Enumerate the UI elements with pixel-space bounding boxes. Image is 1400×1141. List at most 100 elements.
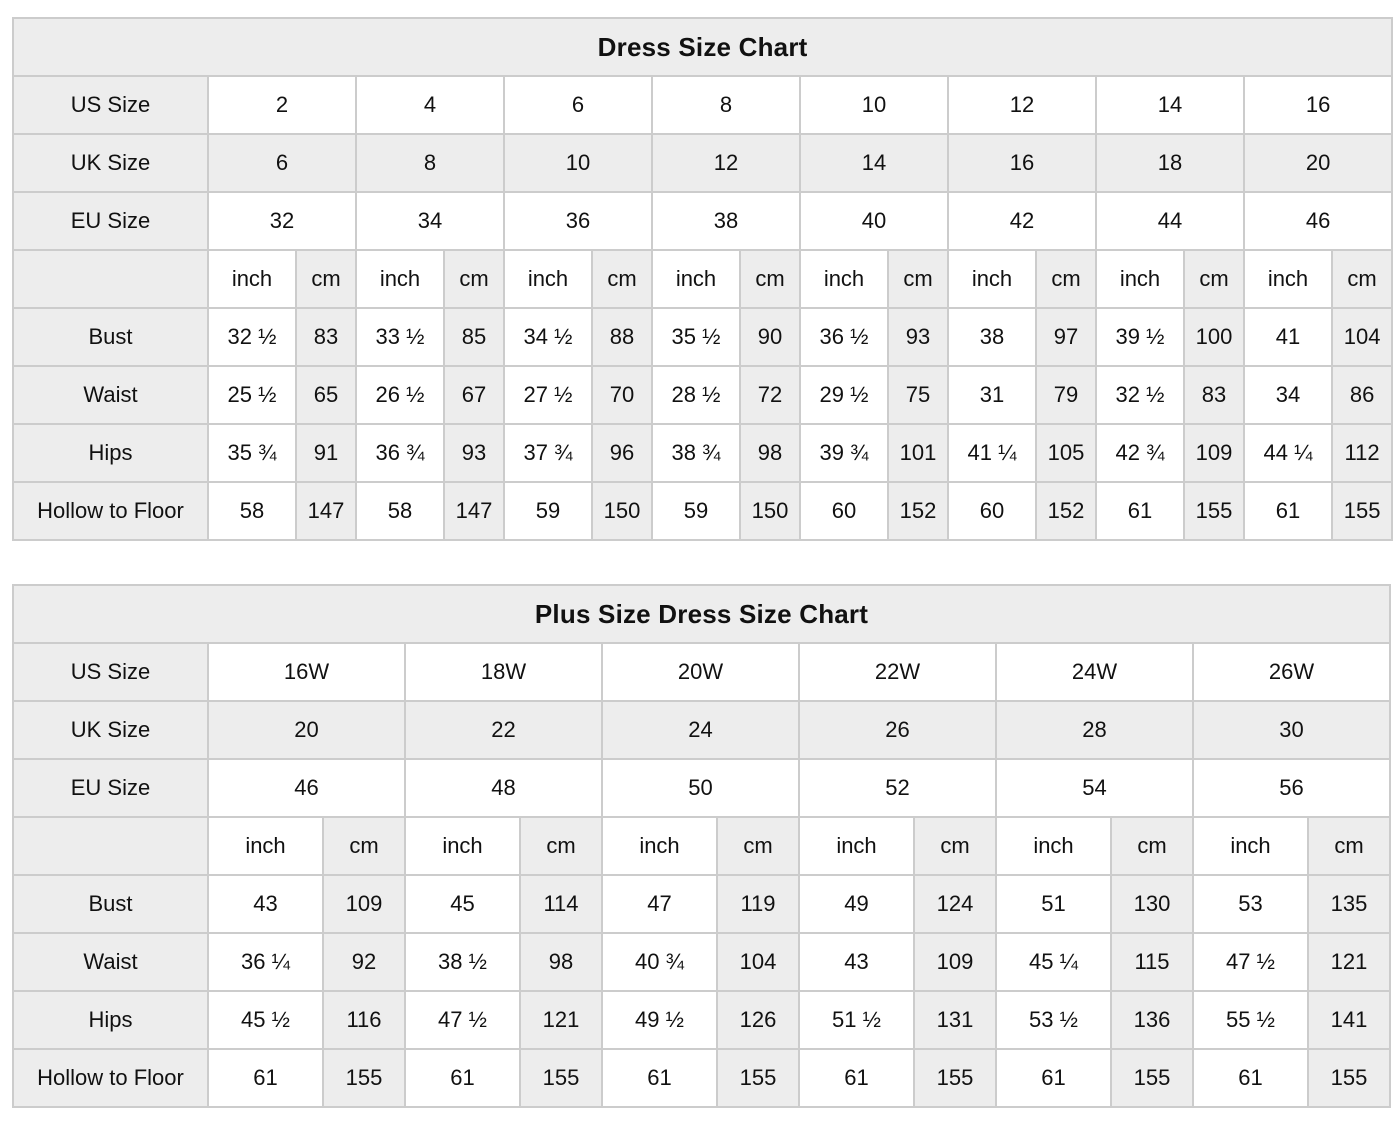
measure-inch-cell: 60 xyxy=(799,481,889,541)
uk-size-cell: 22 xyxy=(404,700,603,760)
row-label: US Size xyxy=(12,75,209,135)
row-label: Waist xyxy=(12,365,209,425)
unit-cm-header: cm xyxy=(295,249,357,309)
unit-inch-header: inch xyxy=(995,816,1112,876)
eu-size-cell: 32 xyxy=(207,191,357,251)
measure-inch-cell: 60 xyxy=(947,481,1037,541)
measure-inch-cell: 29 ½ xyxy=(799,365,889,425)
unit-inch-header: inch xyxy=(404,816,521,876)
measure-inch-cell: 43 xyxy=(798,932,915,992)
uk-size-cell: 20 xyxy=(1242,133,1394,193)
measure-inch-cell: 34 xyxy=(1243,365,1333,425)
row-label: Bust xyxy=(12,307,209,367)
uk-size-cell: 20 xyxy=(207,700,406,760)
unit-inch-header: inch xyxy=(207,249,297,309)
size-charts-page: Dress Size Chart US Size 2 4 6 8 10 12 14 16 UK Si… xyxy=(11,17,1394,1108)
measure-cm-cell: 155 xyxy=(716,1048,800,1108)
uk-size-cell: 30 xyxy=(1191,700,1392,760)
measure-cm-cell: 86 xyxy=(1330,365,1394,425)
measure-cm-cell: 93 xyxy=(887,307,949,367)
eu-size-cell: 46 xyxy=(207,758,406,818)
measure-inch-cell: 37 ¾ xyxy=(503,423,593,483)
eu-size-cell: 52 xyxy=(798,758,997,818)
row-label: UK Size xyxy=(12,133,209,193)
unit-inch-header: inch xyxy=(207,816,324,876)
measure-inch-cell: 55 ½ xyxy=(1192,990,1309,1050)
measure-inch-cell: 59 xyxy=(503,481,593,541)
dress-size-chart-table: Dress Size Chart US Size 2 4 6 8 10 12 14 16 UK Si… xyxy=(11,17,1394,541)
uk-size-cell: 18 xyxy=(1095,133,1245,193)
measure-cm-cell: 155 xyxy=(1183,481,1245,541)
us-size-cell: 10 xyxy=(799,75,949,135)
unit-cm-header: cm xyxy=(1306,816,1392,876)
row-label: Waist xyxy=(12,932,209,992)
measure-inch-cell: 31 xyxy=(947,365,1037,425)
eu-size-cell: 56 xyxy=(1191,758,1392,818)
measure-inch-cell: 33 ½ xyxy=(355,307,445,367)
uk-size-cell: 12 xyxy=(651,133,801,193)
uk-size-cell: 6 xyxy=(207,133,357,193)
us-size-cell: 26W xyxy=(1191,642,1392,702)
measure-cm-cell: 150 xyxy=(591,481,653,541)
measure-inch-cell: 25 ½ xyxy=(207,365,297,425)
uk-size-cell: 28 xyxy=(995,700,1194,760)
measure-cm-cell: 98 xyxy=(739,423,801,483)
unit-cm-header: cm xyxy=(1330,249,1394,309)
measure-inch-cell: 38 ¾ xyxy=(651,423,741,483)
measure-inch-cell: 45 xyxy=(404,874,521,934)
unit-inch-header: inch xyxy=(1192,816,1309,876)
measure-cm-cell: 97 xyxy=(1035,307,1097,367)
measure-cm-cell: 147 xyxy=(295,481,357,541)
measure-cm-cell: 155 xyxy=(1306,1048,1392,1108)
measure-cm-cell: 121 xyxy=(1306,932,1392,992)
measure-inch-cell: 61 xyxy=(798,1048,915,1108)
measure-cm-cell: 98 xyxy=(519,932,603,992)
measure-cm-cell: 112 xyxy=(1330,423,1394,483)
us-size-cell: 12 xyxy=(947,75,1097,135)
unit-inch-header: inch xyxy=(651,249,741,309)
row-label: EU Size xyxy=(12,758,209,818)
measure-cm-cell: 70 xyxy=(591,365,653,425)
measure-inch-cell: 49 xyxy=(798,874,915,934)
measure-cm-cell: 104 xyxy=(716,932,800,992)
us-size-cell: 8 xyxy=(651,75,801,135)
row-label: Bust xyxy=(12,874,209,934)
row-label: UK Size xyxy=(12,700,209,760)
unit-cm-header: cm xyxy=(519,816,603,876)
measure-cm-cell: 65 xyxy=(295,365,357,425)
measure-cm-cell: 93 xyxy=(443,423,505,483)
measure-inch-cell: 28 ½ xyxy=(651,365,741,425)
measure-inch-cell: 47 ½ xyxy=(1192,932,1309,992)
eu-size-cell: 54 xyxy=(995,758,1194,818)
measure-inch-cell: 26 ½ xyxy=(355,365,445,425)
measure-inch-cell: 53 ½ xyxy=(995,990,1112,1050)
unit-cm-header: cm xyxy=(1035,249,1097,309)
unit-cm-header: cm xyxy=(913,816,997,876)
uk-size-cell: 24 xyxy=(601,700,800,760)
measure-inch-cell: 58 xyxy=(207,481,297,541)
unit-inch-header: inch xyxy=(601,816,718,876)
us-size-cell: 16W xyxy=(207,642,406,702)
measure-cm-cell: 105 xyxy=(1035,423,1097,483)
unit-cm-header: cm xyxy=(716,816,800,876)
measure-inch-cell: 35 ¾ xyxy=(207,423,297,483)
measure-inch-cell: 61 xyxy=(404,1048,521,1108)
unit-cm-header: cm xyxy=(322,816,406,876)
row-label: US Size xyxy=(12,642,209,702)
unit-inch-header: inch xyxy=(947,249,1037,309)
us-size-cell: 4 xyxy=(355,75,505,135)
measure-cm-cell: 131 xyxy=(913,990,997,1050)
measure-cm-cell: 152 xyxy=(887,481,949,541)
measure-inch-cell: 36 ¼ xyxy=(207,932,324,992)
eu-size-cell: 46 xyxy=(1242,191,1394,251)
measure-cm-cell: 116 xyxy=(322,990,406,1050)
measure-cm-cell: 83 xyxy=(295,307,357,367)
measure-cm-cell: 100 xyxy=(1183,307,1245,367)
measure-cm-cell: 91 xyxy=(295,423,357,483)
measure-cm-cell: 119 xyxy=(716,874,800,934)
measure-cm-cell: 96 xyxy=(591,423,653,483)
measure-inch-cell: 45 ½ xyxy=(207,990,324,1050)
unit-inch-header: inch xyxy=(799,249,889,309)
measure-inch-cell: 44 ¼ xyxy=(1243,423,1333,483)
measure-inch-cell: 38 xyxy=(947,307,1037,367)
